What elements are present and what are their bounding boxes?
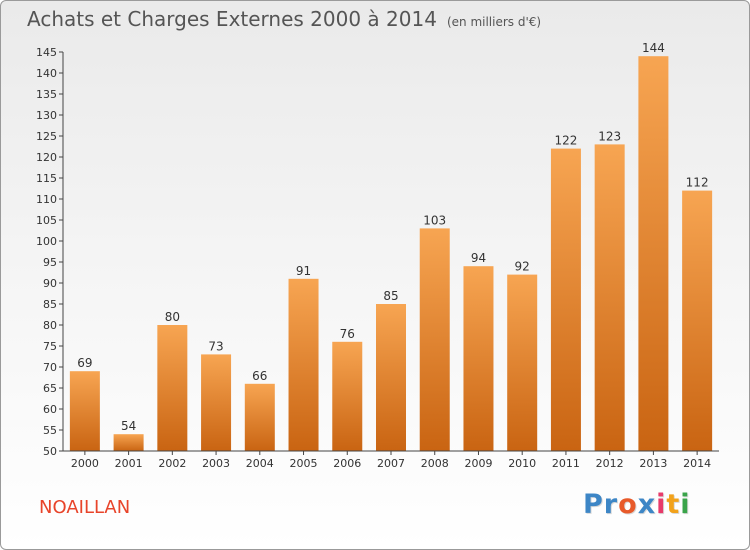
data-label-2000: 69 [77,356,92,370]
bar-2011 [550,148,581,451]
bar-2004 [244,383,275,451]
y-tick-label: 125 [36,130,57,143]
chart-unit: (en milliers d'€) [446,15,542,29]
data-label-2010: 92 [515,260,530,274]
y-tick-label: 120 [36,151,57,164]
y-tick-label: 105 [36,214,57,227]
bar-2009 [463,266,494,451]
y-tick-label: 135 [36,88,57,101]
x-tick-label-2003: 2003 [202,457,230,470]
y-tick-label: 55 [43,424,57,437]
x-axis: 2000 2001 2002 2003 2004 2005 2006 2007 2008 2009… [63,450,719,470]
bar-2003 [201,354,232,451]
logo-letter: o [618,489,638,520]
bar-2001 [113,434,144,451]
x-tick-label-2001: 2001 [115,457,143,470]
proxiti-logo: Proxiti [583,489,691,520]
data-label-2013: 144 [642,41,665,55]
logo-letter: P [583,489,604,520]
y-tick-label: 50 [43,445,57,458]
y-tick-label: 140 [36,67,57,80]
bar-2007 [376,304,406,451]
x-tick-label-2004: 2004 [246,457,274,470]
y-tick-label: 85 [43,298,57,311]
data-label-2011: 122 [554,134,577,148]
data-label-2006: 76 [340,327,355,341]
bar-2010 [507,274,538,451]
x-tick-label-2008: 2008 [421,457,449,470]
x-tick-label-2009: 2009 [464,457,492,470]
x-tick-label-2014: 2014 [683,457,711,470]
bar-2005 [288,278,319,451]
logo-letter: i [656,489,667,520]
logo-letter: x [637,489,657,520]
data-label-2014: 112 [686,176,709,190]
x-tick-label-2012: 2012 [596,457,624,470]
x-tick-label-2010: 2010 [508,457,536,470]
chart-title: Achats et Charges Externes 2000 à 2014 (e… [27,7,541,31]
commune-name: NOAILLAN [39,497,131,518]
y-tick-label: 110 [36,193,57,206]
data-label-2009: 94 [471,251,486,265]
x-tick-label-2000: 2000 [71,457,99,470]
bar-2002 [157,325,188,451]
y-tick-label: 90 [43,277,57,290]
y-tick-label: 95 [43,256,57,269]
bar-series: 69 54 80 73 66 91 76 85 103 94 92 122 123 144 112 [69,41,713,451]
y-tick-label: 75 [43,340,57,353]
data-label-2001: 54 [121,419,136,433]
y-axis: 50 55 60 65 70 75 80 85 90 95 100 105 110 115 120 125 13… [36,46,64,458]
y-tick-label: 70 [43,361,57,374]
y-tick-label: 100 [36,235,57,248]
data-label-2012: 123 [598,129,621,143]
y-tick-label: 80 [43,319,57,332]
y-tick-label: 60 [43,403,57,416]
x-tick-label-2013: 2013 [639,457,667,470]
bar-2013 [638,56,669,451]
data-label-2008: 103 [423,213,446,227]
logo-letter: i [680,489,691,520]
data-label-2007: 85 [383,289,398,303]
x-tick-label-2006: 2006 [333,457,361,470]
data-label-2003: 73 [208,339,223,353]
logo-letter: t [666,489,681,520]
data-label-2004: 66 [252,369,267,383]
y-tick-label: 145 [36,46,57,59]
logo-letter: r [603,489,619,520]
x-tick-label-2005: 2005 [290,457,318,470]
x-tick-label-2007: 2007 [377,457,405,470]
y-tick-label: 130 [36,109,57,122]
x-tick-label-2002: 2002 [158,457,186,470]
x-tick-label-2011: 2011 [552,457,580,470]
bar-2000 [69,371,100,451]
bar-2008 [419,228,450,451]
bar-2006 [332,341,363,451]
data-label-2005: 91 [296,264,311,278]
bar-2012 [594,144,625,451]
y-tick-label: 65 [43,382,57,395]
bar-2014 [682,190,713,451]
chart-title-text: Achats et Charges Externes 2000 à 2014 [27,7,437,31]
data-label-2002: 80 [165,310,180,324]
y-tick-label: 115 [36,172,57,185]
